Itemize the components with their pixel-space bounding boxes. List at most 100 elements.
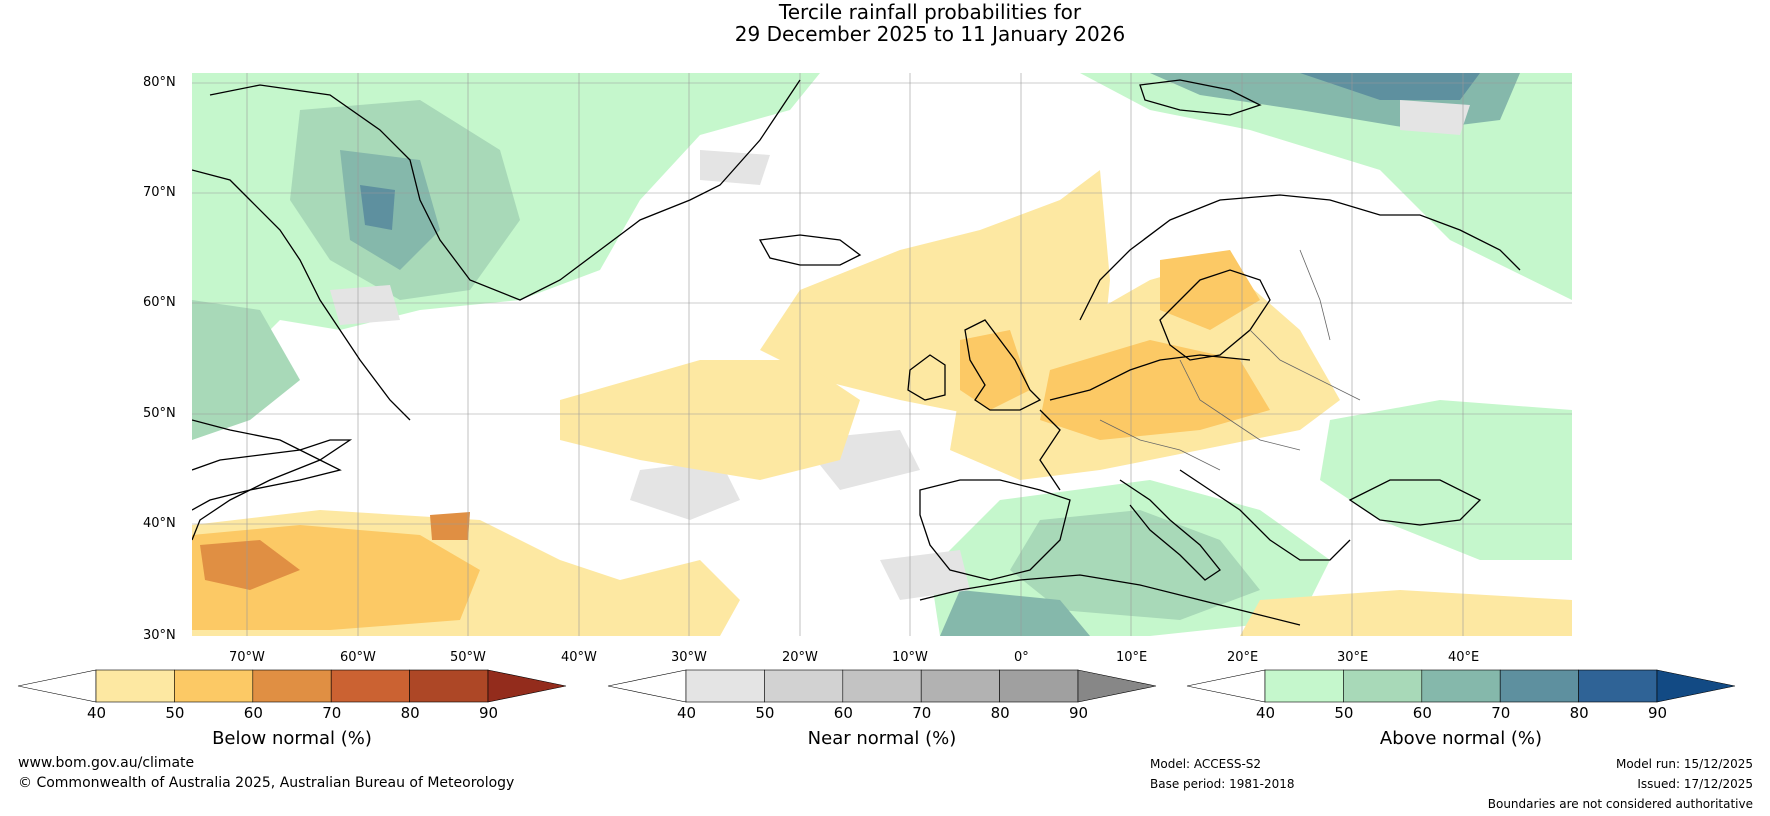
below-subtropical-core-2 [430,512,470,540]
below-normal-regions [192,170,1572,636]
colorbar-near-segment-4 [920,669,1000,703]
gridlines [192,73,1572,636]
colorbar-above-tick-80: 80 [1569,704,1589,722]
colorbar-below-tick-60: 60 [243,704,263,722]
colorbar-above-tick-50: 50 [1334,704,1354,722]
lon-label-30w: 30°W [671,650,707,665]
colorbar-near-high-extend [1077,669,1157,703]
coast-britain [964,319,1042,411]
coast-france [1039,409,1061,491]
lon-label-70w: 70°W [229,650,265,665]
lon-label-20e: 20°E [1227,650,1259,665]
coast-canada-arctic [192,169,411,421]
coast-ireland [907,354,946,401]
coastlines [192,79,1521,626]
lon-label-20w: 20°W [782,650,818,665]
lon-label-10w: 10°W [892,650,928,665]
coast-west-europe [1049,354,1251,401]
border-1 [1179,359,1301,451]
lon-label-50w: 50°W [450,650,486,665]
colorbar-below-segment-2 [174,669,254,703]
coast-north-america [192,439,353,541]
border-2 [1249,329,1361,401]
colorbar-below-segment-4 [330,669,410,703]
lat-label-40n: 40°N [143,516,176,531]
colorbar-near-tick-60: 60 [833,704,853,722]
colorbar-near-low-extend [607,669,687,703]
colorbar-below-tick-50: 50 [165,704,185,722]
colorbar-near-tick-80: 80 [990,704,1010,722]
near-patch-2 [630,460,740,520]
below-uk [960,330,1030,410]
colorbar-near-tick-40: 40 [677,704,697,722]
lon-label-40w: 40°W [561,650,597,665]
coast-balkans [1179,469,1351,561]
colorbar-above-tick-90: 90 [1648,704,1668,722]
footer-base-period: Base period: 1981-2018 [1150,777,1295,791]
colorbar-above-segment-5 [1578,669,1658,703]
colorbar-above-segment-2 [1343,669,1423,703]
border-4 [1299,249,1331,341]
colorbar-below-tick-40: 40 [87,704,107,722]
coast-labrador [192,419,342,511]
above-labrador-region [192,300,300,440]
map-area [192,73,1572,636]
below-atlantic-band [560,360,860,480]
lat-label-80n: 80°N [143,75,176,90]
above-africa-north [940,590,1090,636]
lat-label-60n: 60°N [143,295,176,310]
colorbars [17,669,1736,703]
colorbar-near-segment-2 [764,669,844,703]
colorbar-below-segment-3 [252,669,332,703]
lat-label-70n: 70°N [143,185,176,200]
colorbar-near-segment-3 [842,669,922,703]
colorbar-below-segment-1 [95,669,175,703]
below-europe-inner [1040,340,1270,440]
coast-iceland [758,234,862,266]
colorbar-above-segment-1 [1264,669,1344,703]
border-3 [1099,419,1221,471]
country-borders [1099,249,1361,471]
lat-label-30n: 30°N [143,628,176,643]
above-mediterranean-inner [1010,510,1260,620]
above-greenland-peak [360,185,395,230]
colorbar-near-tick-90: 90 [1069,704,1089,722]
colorbar-near-title: Near normal (%) [807,728,957,749]
near-patch-7 [880,550,970,600]
below-south-east [1240,590,1572,636]
colorbar-below-high-extend [487,669,567,703]
chart-title-line2: 29 December 2025 to 11 January 2026 [734,22,1126,46]
footer-website: www.bom.gov.au/climate [18,755,195,771]
near-patch-5 [330,285,400,325]
near-patch-4 [1400,100,1470,135]
colorbar-above-tick-40: 40 [1256,704,1276,722]
colorbar-above-low-extend [1186,669,1266,703]
footer-disclaimer: Boundaries are not considered authoritat… [1487,797,1753,811]
below-scandinavia [1160,250,1260,330]
footer-model: Model: ACCESS-S2 [1150,757,1262,771]
coast-greenland [209,79,801,301]
colorbar-near-segment-1 [685,669,765,703]
lon-label-30e: 30°E [1337,650,1369,665]
colorbar-below-tick-70: 70 [322,704,342,722]
lon-label-60w: 60°W [340,650,376,665]
coast-scandinavia [1079,194,1521,321]
colorbar-below-tick-80: 80 [400,704,420,722]
chart-title-line1: Tercile rainfall probabilities for [778,0,1082,24]
colorbar-below-low-extend [17,669,97,703]
footer-copyright: © Commonwealth of Australia 2025, Austra… [18,775,515,791]
footer-issued: Issued: 17/12/2025 [1637,777,1753,791]
lon-label-40e: 40°E [1448,650,1480,665]
colorbar-near-tick-50: 50 [755,704,775,722]
coast-north-africa [919,574,1301,626]
colorbar-below-segment-5 [409,669,489,703]
colorbar-near-tick-70: 70 [912,704,932,722]
colorbar-near-segment-5 [999,669,1079,703]
coast-black-sea [1348,479,1482,526]
colorbar-below-tick-90: 90 [479,704,499,722]
colorbar-above-tick-70: 70 [1491,704,1511,722]
lat-label-50n: 50°N [143,406,176,421]
coast-italy [1119,479,1221,581]
colorbar-above-tick-60: 60 [1412,704,1432,722]
